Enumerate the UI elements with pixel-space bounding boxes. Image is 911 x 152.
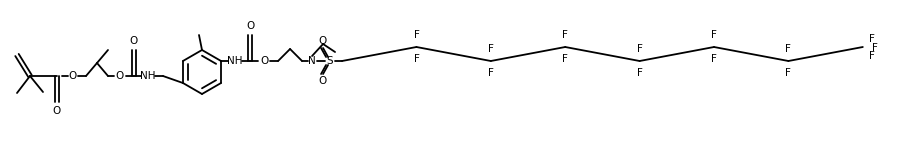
Text: O: O	[260, 56, 268, 66]
Text: S: S	[326, 56, 333, 66]
Text: F: F	[487, 44, 493, 54]
Text: F: F	[784, 44, 791, 54]
Text: F: F	[636, 68, 642, 78]
Text: F: F	[711, 30, 716, 40]
Text: F: F	[871, 43, 876, 53]
Text: F: F	[413, 30, 419, 40]
Text: F: F	[784, 68, 791, 78]
Text: O: O	[318, 36, 326, 46]
Text: NH: NH	[140, 71, 156, 81]
Text: O: O	[53, 106, 61, 116]
Text: F: F	[868, 34, 874, 44]
Text: O: O	[69, 71, 77, 81]
Text: F: F	[711, 54, 716, 64]
Text: O: O	[116, 71, 124, 81]
Text: F: F	[487, 68, 493, 78]
Text: O: O	[129, 36, 138, 46]
Text: N: N	[308, 56, 315, 66]
Text: F: F	[413, 54, 419, 64]
Text: F: F	[562, 54, 568, 64]
Text: O: O	[318, 76, 326, 86]
Text: F: F	[868, 51, 874, 61]
Text: F: F	[562, 30, 568, 40]
Text: F: F	[636, 44, 642, 54]
Text: O: O	[246, 21, 254, 31]
Text: NH: NH	[227, 56, 242, 66]
